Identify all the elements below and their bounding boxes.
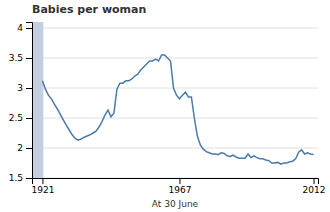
tick: 3 [17,83,32,93]
tick: 4 [17,23,32,33]
tick: 2012 [303,178,326,195]
tick-label: 2012 [303,185,326,195]
shaded-region [32,22,43,178]
tick-mark [26,28,32,29]
plot-area [32,22,314,178]
tick: 2.5 [9,113,32,123]
tick-mark [26,178,32,179]
axis-line [26,23,33,179]
grid [32,28,318,178]
tick-mark [179,178,180,184]
x-axis: 1921 1967 2012 [31,178,325,195]
line [42,55,313,164]
tick-label: 2 [17,143,23,153]
tick-label: 4 [17,23,23,33]
tick-label: 1921 [31,185,54,195]
grid-line [32,58,318,59]
grid-line [32,148,318,149]
tick-mark [26,88,32,89]
tick: 1921 [31,178,54,195]
tick: 1.5 [9,173,32,183]
tick-mark [314,178,315,184]
tick-label: 3.5 [9,53,23,63]
tick-mark [26,58,32,59]
tick-label: 1.5 [9,173,23,183]
chart: 1921 1967 2012 1.5 2 2.5 3 3.5 4 Babies per woman… [0,0,330,212]
tick: 3.5 [9,53,32,63]
tick-label: 3 [17,83,23,93]
y-axis: 1.5 2 2.5 3 3.5 4 [9,23,33,184]
x-axis-title: At 30 June [152,199,199,209]
tick-mark [42,178,43,184]
tick: 2 [17,143,32,153]
tick-mark [26,118,32,119]
title: Babies per woman [32,3,146,16]
grid-line [32,88,318,89]
tick-label: 1967 [169,185,192,195]
tick: 1967 [169,178,192,195]
grid-line [32,118,318,119]
tick-mark [26,148,32,149]
tick-label: 2.5 [9,113,23,123]
axis-line [33,179,319,185]
grid-line [32,28,318,29]
